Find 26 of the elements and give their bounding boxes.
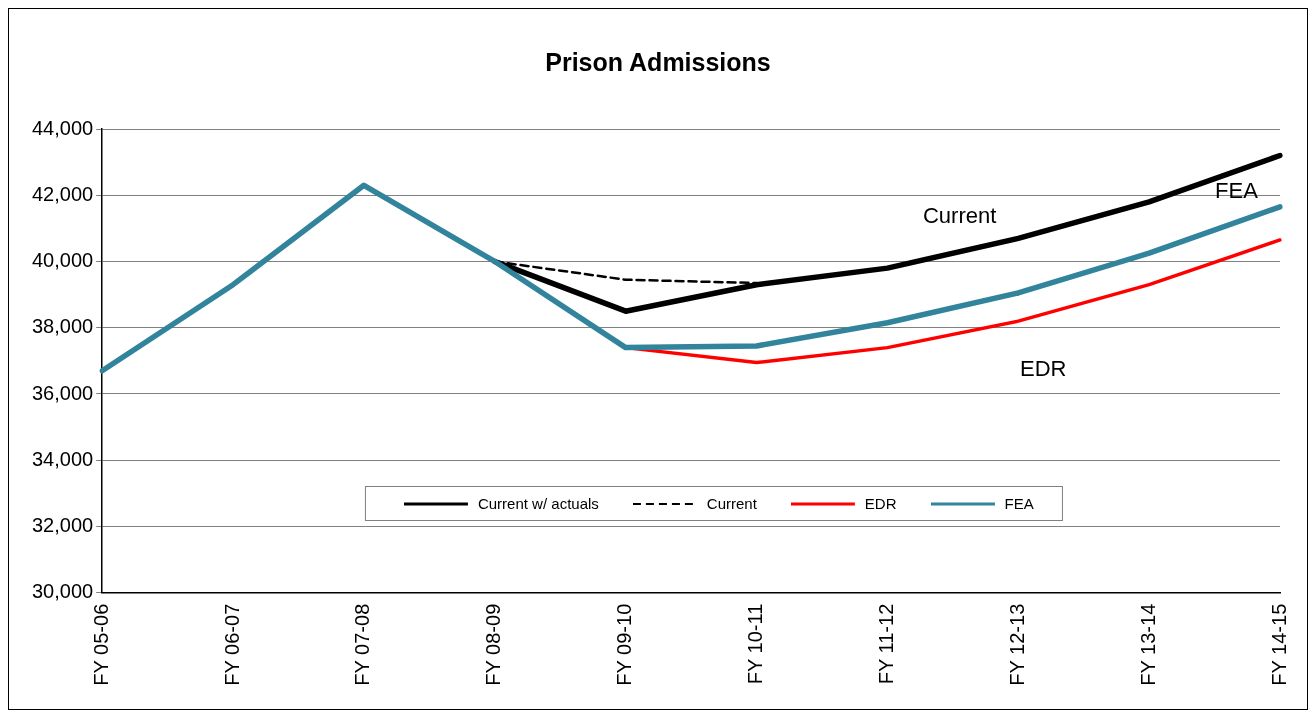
x-tick-label: FY 05-06	[89, 603, 112, 686]
y-tick-label: 40,000	[32, 249, 94, 272]
x-tick-label: FY 14-15	[1267, 603, 1290, 686]
x-tick-label: FY 11-12	[874, 603, 897, 685]
x-tick-label: FY 12-13	[1005, 603, 1028, 686]
legend-label: Current	[706, 495, 757, 512]
x-tick-label: FY 10-11	[744, 603, 767, 685]
legend-label: EDR	[864, 495, 897, 512]
x-tick-label: FY 06-07	[220, 603, 243, 686]
y-tick-label: 38,000	[32, 315, 94, 338]
annotation: FEA	[1215, 178, 1259, 204]
legend-label: FEA	[1004, 495, 1034, 512]
y-tick-label: 32,000	[32, 514, 94, 536]
y-tick-label: 36,000	[32, 381, 94, 404]
chart-title: Prison Admissions	[545, 47, 771, 76]
legend-label: Current w/ actuals	[477, 495, 599, 512]
annotation: EDR	[1020, 356, 1067, 382]
y-tick-label: 44,000	[32, 116, 94, 139]
y-tick-label: 42,000	[32, 182, 94, 205]
x-tick-label: FY 08-09	[482, 603, 505, 686]
x-tick-label: FY 13-14	[1136, 603, 1159, 686]
x-tick-label: FY 09-10	[613, 603, 636, 686]
x-tick-label: FY 07-08	[351, 603, 374, 686]
y-tick-label: 34,000	[32, 447, 94, 470]
y-tick-label: 30,000	[32, 580, 94, 603]
annotation: Current	[922, 203, 997, 229]
